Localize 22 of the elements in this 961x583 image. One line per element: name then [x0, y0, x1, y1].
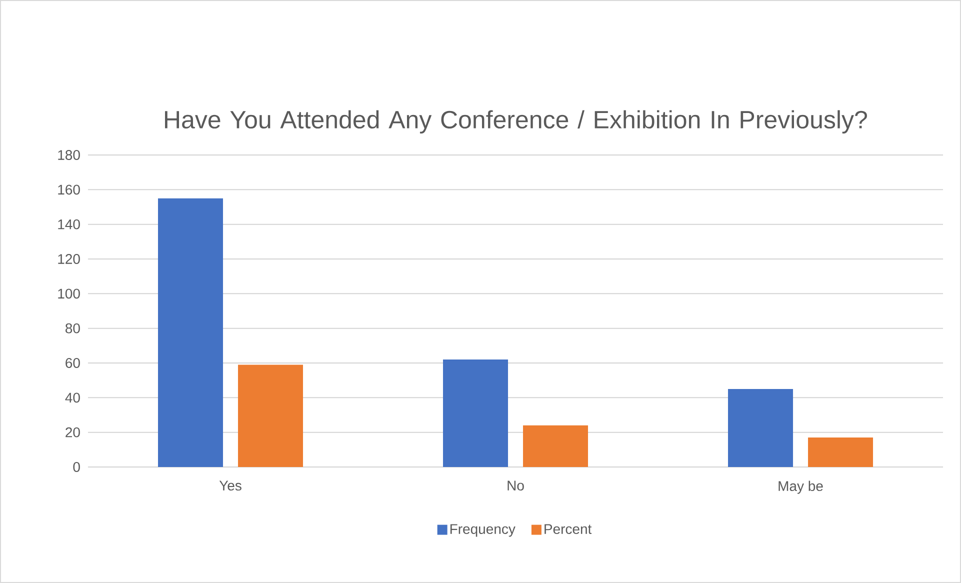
- x-tick-label: No: [508, 480, 524, 491]
- y-tick-label: 180: [58, 150, 80, 160]
- legend-label: Frequency: [450, 524, 516, 537]
- y-tick-label: 80: [66, 323, 80, 334]
- y-tick-label: 40: [65, 392, 80, 403]
- bar: [728, 389, 794, 467]
- bar: [808, 438, 874, 467]
- x-tick-label: Yes: [219, 480, 242, 491]
- bar: [443, 360, 508, 467]
- y-tick-label: 20: [66, 427, 80, 438]
- y-tick-label: 100: [58, 288, 80, 299]
- bar: [523, 425, 588, 467]
- y-tick-label: 120: [58, 254, 80, 264]
- legend-label: Percent: [544, 524, 592, 534]
- y-tick-label: 60: [66, 358, 80, 368]
- x-tick-label: May be: [778, 480, 823, 494]
- y-tick-label: 0: [73, 462, 80, 472]
- bar: [238, 364, 304, 467]
- chart-title: Have You Attended Any Conference / Exhibition In Previously?: [165, 110, 867, 134]
- y-tick-label: 140: [58, 219, 80, 230]
- y-tick-label: 160: [58, 184, 80, 195]
- bar: [158, 198, 224, 467]
